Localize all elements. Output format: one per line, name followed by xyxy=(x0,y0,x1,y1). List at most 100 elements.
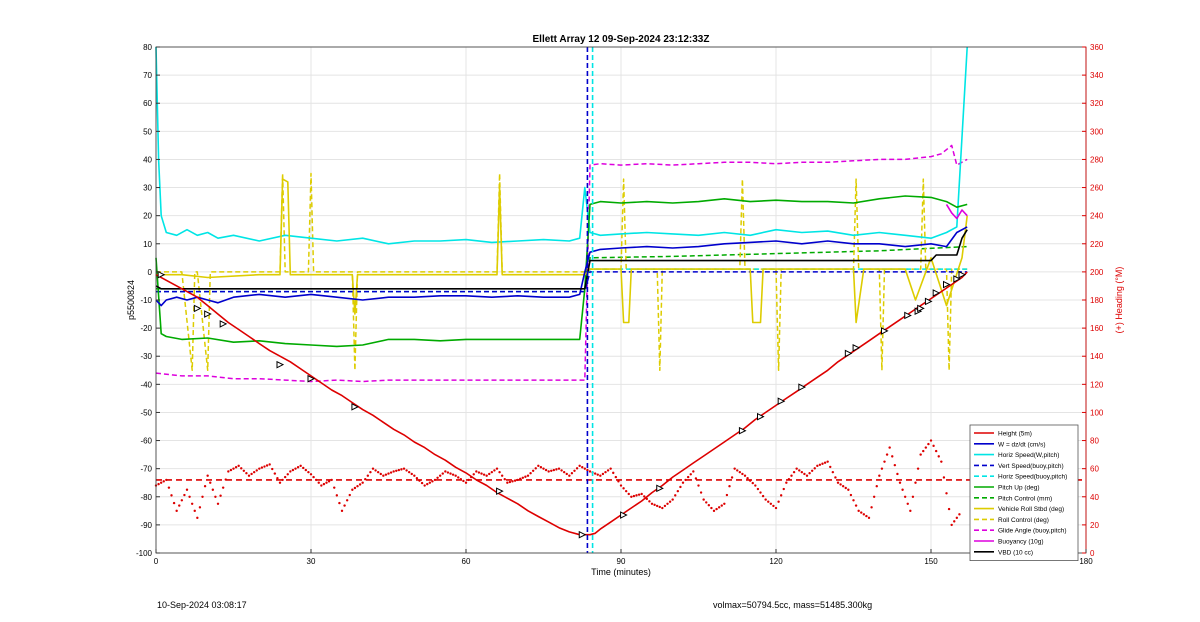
heading-point xyxy=(167,486,171,489)
heading-point xyxy=(183,493,186,497)
heading-point xyxy=(627,492,630,496)
heading-point xyxy=(237,464,240,468)
heading-point xyxy=(356,485,359,488)
legend-entry-label: Horiz Speed(buoy,pitch) xyxy=(998,474,1067,481)
legend-entry-label: Roll Control (deg) xyxy=(998,517,1049,524)
heading-point xyxy=(922,449,925,453)
heading-point xyxy=(609,467,612,470)
y-tick-label: -90 xyxy=(140,521,152,530)
heading-point xyxy=(420,481,424,485)
heading-point xyxy=(369,470,372,474)
heading-point xyxy=(185,488,189,491)
heading-point xyxy=(258,467,261,470)
heading-point xyxy=(810,469,814,472)
heading-point xyxy=(692,470,695,473)
heading-point xyxy=(480,472,483,475)
heading-point xyxy=(289,470,292,473)
heading-point xyxy=(694,477,698,480)
heading-point xyxy=(699,491,703,494)
heading-point xyxy=(286,473,289,476)
heading-point xyxy=(955,516,959,520)
heading-point xyxy=(335,494,339,497)
heading-point xyxy=(725,493,729,497)
heading-point xyxy=(909,509,912,513)
heading-point xyxy=(707,504,711,507)
heading-point xyxy=(211,488,215,491)
series-line-pitch-up-deg xyxy=(155,195,968,348)
heading-point xyxy=(560,469,563,472)
heading-point xyxy=(209,481,212,484)
x-axis-label: Time (minutes) xyxy=(591,567,651,577)
y2-tick-label: 260 xyxy=(1090,184,1104,193)
heading-point xyxy=(617,480,620,483)
heading-point xyxy=(423,484,426,487)
heading-point xyxy=(273,472,277,475)
heading-point xyxy=(348,493,351,497)
heading-point xyxy=(854,504,858,507)
heading-point xyxy=(415,476,419,480)
heading-point xyxy=(575,467,579,470)
chart-title: Ellett Array 12 09-Sep-2024 23:12:33Z xyxy=(533,34,710,45)
height-marker xyxy=(958,270,967,279)
heading-point xyxy=(674,494,677,497)
heading-point xyxy=(296,466,300,469)
heading-point xyxy=(358,483,362,486)
heading-point xyxy=(808,472,811,475)
heading-point xyxy=(818,463,822,467)
heading-point xyxy=(550,469,553,472)
heading-point xyxy=(387,472,390,475)
heading-point xyxy=(159,481,163,484)
heading-point xyxy=(945,492,948,495)
heading-point xyxy=(604,470,607,474)
heading-point xyxy=(451,473,455,476)
heading-point xyxy=(240,467,243,470)
heading-point xyxy=(271,467,274,471)
heading-point xyxy=(366,474,370,477)
series-line-vehicle-roll-stbd-deg xyxy=(156,178,968,324)
y2-tick-label: 300 xyxy=(1090,127,1104,136)
heading-point xyxy=(320,484,323,487)
heading-point xyxy=(826,460,829,463)
x-tick-label: 30 xyxy=(307,557,316,566)
legend-entry-label: Height (5m) xyxy=(998,431,1032,438)
heading-point xyxy=(653,503,656,507)
heading-point xyxy=(462,479,465,483)
heading-point xyxy=(710,506,713,510)
heading-point xyxy=(568,474,571,477)
heading-point xyxy=(519,477,522,481)
heading-point xyxy=(787,478,791,481)
heading-point xyxy=(790,474,793,477)
height-marker xyxy=(351,403,360,411)
y2-tick-label: 340 xyxy=(1090,71,1104,80)
y2-tick-label: 160 xyxy=(1090,324,1104,333)
heading-point xyxy=(413,474,416,477)
heading-point xyxy=(934,449,938,453)
heading-point xyxy=(767,500,770,503)
heading-point xyxy=(847,488,850,491)
heading-point xyxy=(578,464,581,468)
heading-point xyxy=(436,476,439,480)
heading-point xyxy=(165,478,168,482)
heading-point xyxy=(857,509,860,513)
heading-point xyxy=(475,470,478,473)
heading-point xyxy=(829,465,832,469)
legend-entry-label: Glide Angle (buoy,pitch) xyxy=(998,528,1067,535)
x-tick-label: 0 xyxy=(154,557,159,566)
heading-point xyxy=(733,467,736,470)
height-marker xyxy=(578,530,587,539)
heading-point xyxy=(382,474,385,477)
heading-point xyxy=(193,509,196,513)
footer-volume-mass: volmax=50794.5cc, mass=51485.300kg xyxy=(713,600,873,610)
x-tick-label: 120 xyxy=(769,557,783,566)
heading-point xyxy=(513,479,517,482)
heading-point xyxy=(247,474,251,477)
y2-tick-label: 80 xyxy=(1090,437,1099,446)
height-marker xyxy=(932,289,941,297)
heading-point xyxy=(865,514,868,518)
heading-point xyxy=(459,478,463,481)
height-marker xyxy=(924,297,933,306)
x-tick-label: 90 xyxy=(617,557,626,566)
y-tick-label: -70 xyxy=(140,465,152,474)
heading-point xyxy=(444,470,447,473)
